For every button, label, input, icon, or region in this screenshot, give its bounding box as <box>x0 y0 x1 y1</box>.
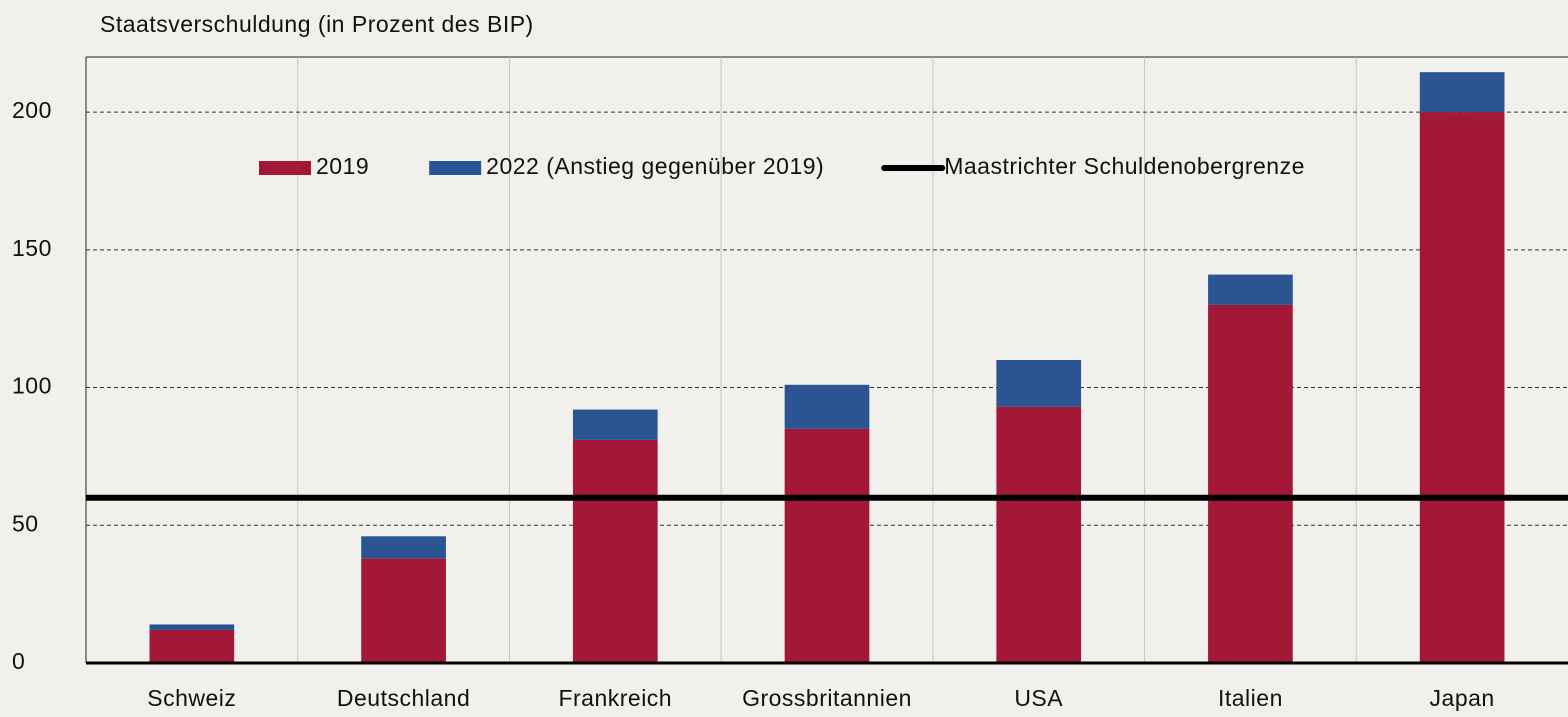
x-tick-label: Schweiz <box>147 685 236 711</box>
y-tick-label: 150 <box>12 235 52 261</box>
x-tick-label: Deutschland <box>337 685 470 711</box>
legend-label: Maastrichter Schuldenobergrenze <box>944 153 1305 179</box>
bar-segment <box>1419 112 1505 663</box>
legend-swatch <box>429 161 482 175</box>
bar-segment <box>361 558 446 663</box>
bar-segment <box>149 624 235 630</box>
bar-segment <box>996 406 1082 663</box>
x-tick-label: USA <box>1014 685 1063 711</box>
legend-label: 2022 (Anstieg gegenüber 2019) <box>486 153 824 179</box>
bar-segment <box>572 409 658 440</box>
y-tick-label: 50 <box>12 510 39 536</box>
legend-label: 2019 <box>316 153 369 179</box>
bar-segment <box>149 629 235 663</box>
x-tick-label: Japan <box>1430 685 1495 711</box>
x-tick-label: Italien <box>1218 685 1283 711</box>
bar-segment <box>996 360 1082 407</box>
bar-segment <box>1208 274 1293 305</box>
bar-segment <box>784 428 870 663</box>
x-tick-label: Frankreich <box>558 685 672 711</box>
x-tick-label: Grossbritannien <box>742 685 912 711</box>
bar-segment <box>1208 304 1293 663</box>
chart-title: Staatsverschuldung (in Prozent des BIP) <box>100 11 534 37</box>
y-tick-label: 100 <box>12 373 52 399</box>
y-tick-label: 0 <box>12 648 25 674</box>
bar-segment <box>784 384 870 429</box>
bar-segment <box>572 439 658 663</box>
legend-swatch <box>259 161 311 175</box>
bar-segment <box>361 536 446 559</box>
bar-segment <box>1419 72 1505 113</box>
y-tick-label: 200 <box>12 97 52 123</box>
